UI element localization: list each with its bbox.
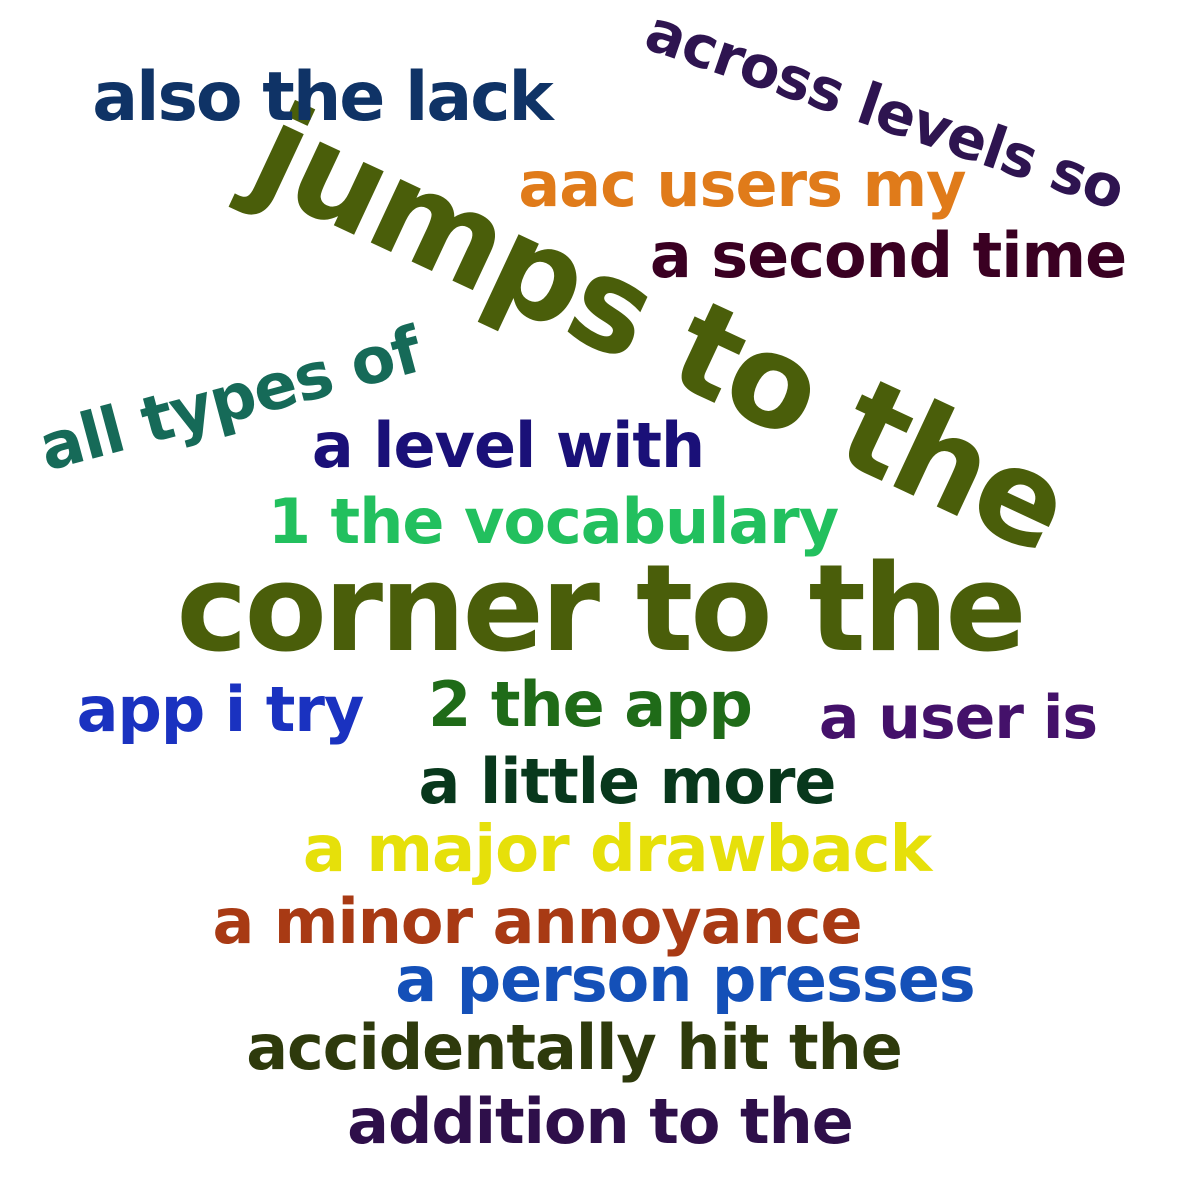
word-a-level-with: a level with (311, 409, 705, 482)
word-aac-users-my: aac users my (518, 148, 966, 221)
word-a-minor-annoyance: a minor annoyance (212, 885, 862, 958)
word-app-i-try: app i try (76, 673, 365, 746)
word-a-person-presses: a person presses (395, 943, 975, 1016)
word-1-the-vocabulary: 1 the vocabulary (267, 485, 839, 558)
word-a-little-more: a little more (418, 745, 837, 818)
word-2-the-app: 2 the app (428, 668, 753, 741)
word-accidentally-hit-the: accidentally hit the (246, 1011, 903, 1084)
word-also-the-lack: also the lack (92, 58, 553, 137)
word-a-major-drawback: a major drawback (302, 813, 932, 887)
word-addition-to-the: addition to the (347, 1085, 854, 1158)
word-a-second-time: a second time (649, 219, 1127, 292)
word-a-user-is: a user is (818, 683, 1098, 753)
word-corner-to-the: corner to the (176, 540, 1026, 679)
